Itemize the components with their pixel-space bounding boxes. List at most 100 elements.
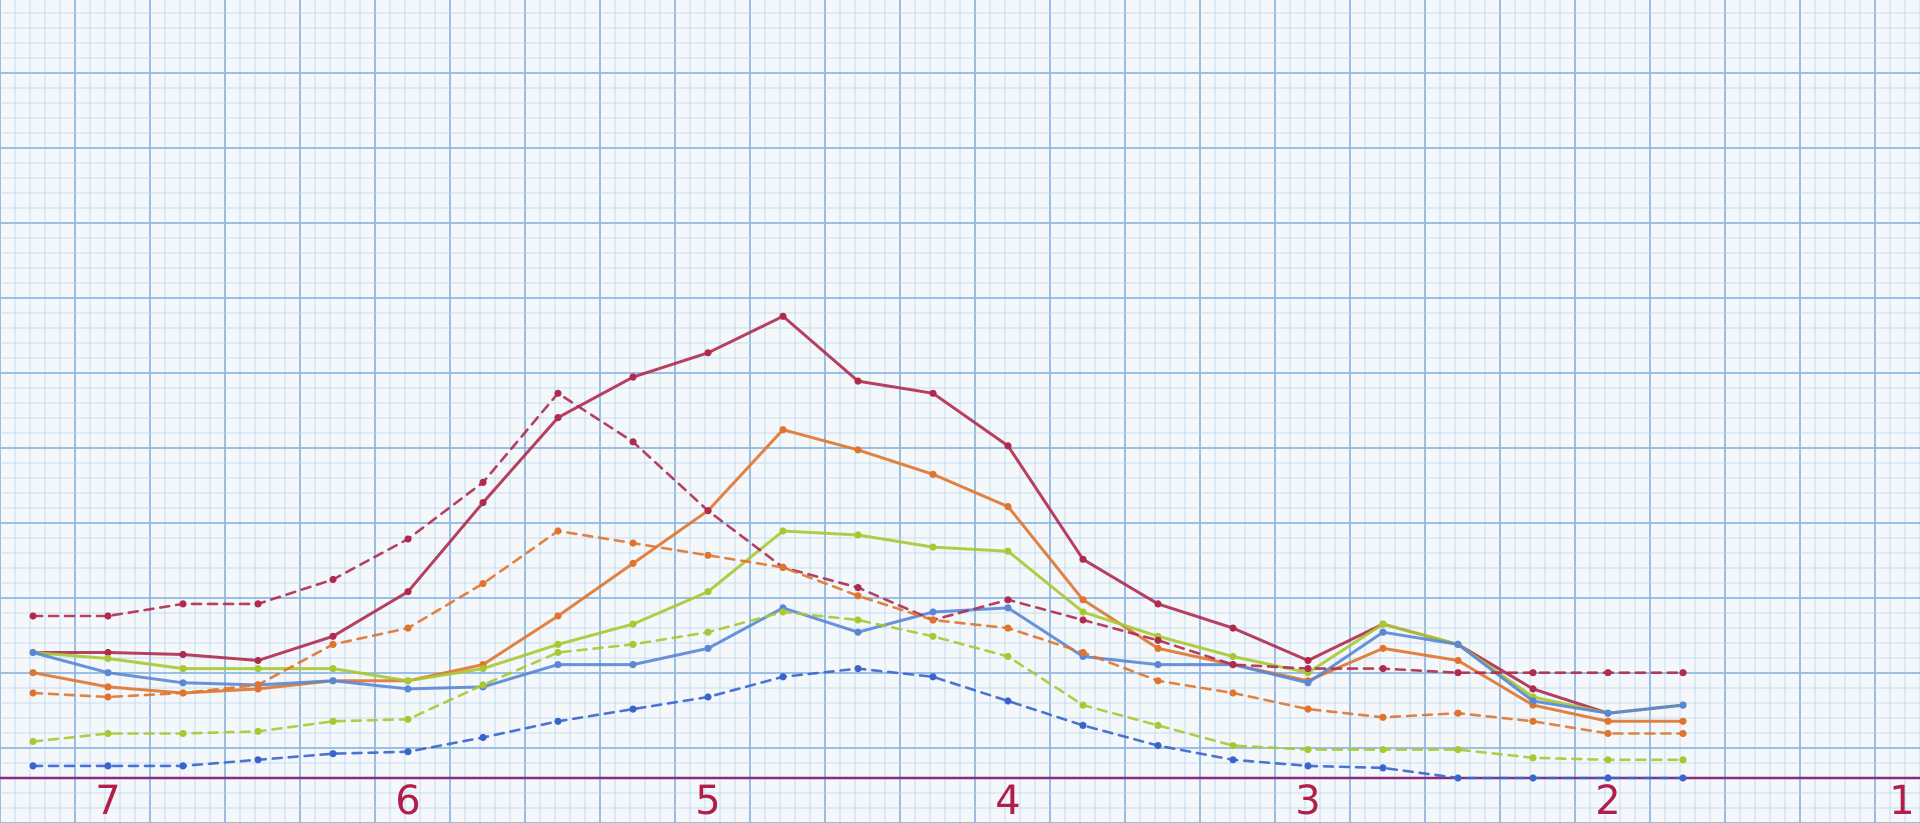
data-point xyxy=(929,673,937,681)
data-point xyxy=(479,580,487,588)
x-tick-label: 4 xyxy=(995,778,1020,823)
data-point xyxy=(479,665,487,673)
data-point xyxy=(329,717,337,725)
data-point xyxy=(1679,717,1687,725)
data-point xyxy=(329,640,337,649)
data-point xyxy=(779,608,787,616)
data-point xyxy=(1454,774,1462,782)
data-point xyxy=(179,600,187,608)
data-point xyxy=(1454,709,1462,717)
data-point xyxy=(329,665,337,673)
data-point xyxy=(179,762,187,770)
data-point xyxy=(1079,608,1087,616)
data-point xyxy=(1679,729,1687,738)
data-point xyxy=(1529,669,1537,677)
data-point xyxy=(404,715,412,723)
series-line xyxy=(31,529,1685,735)
data-point xyxy=(104,654,112,663)
data-point xyxy=(854,665,862,673)
x-tick-label: 1 xyxy=(1889,778,1914,823)
data-point xyxy=(1379,620,1387,628)
x-tick-label: 2 xyxy=(1595,778,1620,823)
data-point xyxy=(179,665,187,673)
data-point xyxy=(254,756,262,764)
data-point xyxy=(1229,689,1237,697)
data-point xyxy=(704,588,712,596)
data-point xyxy=(1454,656,1462,665)
data-point xyxy=(479,499,487,507)
x-tick-label: 5 xyxy=(695,778,720,823)
data-point xyxy=(779,563,787,572)
data-point xyxy=(404,535,412,543)
data-point xyxy=(629,438,637,446)
data-point xyxy=(29,689,37,697)
data-point xyxy=(1379,665,1387,673)
data-point xyxy=(1004,697,1012,705)
data-point xyxy=(1304,679,1312,687)
data-point xyxy=(1154,721,1162,730)
data-point xyxy=(29,612,37,620)
data-point xyxy=(29,669,37,677)
data-point xyxy=(929,389,937,397)
data-point xyxy=(554,414,562,422)
series-line xyxy=(31,610,1685,762)
data-point xyxy=(704,551,712,559)
data-point xyxy=(1004,503,1012,511)
data-point xyxy=(704,644,712,653)
data-point xyxy=(854,592,862,600)
data-point xyxy=(329,575,337,584)
data-point xyxy=(1154,742,1162,750)
data-point xyxy=(554,661,562,669)
data-point xyxy=(1304,656,1312,665)
data-point xyxy=(179,729,187,738)
data-point xyxy=(854,584,862,592)
data-point xyxy=(104,693,112,701)
data-point xyxy=(929,543,937,551)
x-tick-label: 3 xyxy=(1295,778,1320,823)
series-group xyxy=(29,312,1687,782)
data-point xyxy=(29,762,37,770)
data-point xyxy=(1229,756,1237,764)
data-point xyxy=(1604,709,1612,717)
data-point xyxy=(104,648,112,657)
data-point xyxy=(1529,685,1537,693)
data-point xyxy=(1004,547,1012,555)
data-point xyxy=(629,640,637,649)
series-6 xyxy=(29,527,1687,738)
data-point xyxy=(704,693,712,701)
data-point xyxy=(29,648,37,657)
data-point xyxy=(1379,628,1387,636)
data-point xyxy=(179,650,187,659)
data-point xyxy=(554,389,562,397)
data-point xyxy=(1229,661,1237,669)
data-point xyxy=(1154,636,1162,644)
data-point xyxy=(779,312,787,320)
data-point xyxy=(1529,717,1537,725)
data-point xyxy=(1454,746,1462,754)
data-point xyxy=(1604,774,1612,782)
data-point xyxy=(1229,624,1237,632)
data-point xyxy=(1304,762,1312,770)
data-point xyxy=(1679,774,1687,782)
data-point xyxy=(179,679,187,687)
data-point xyxy=(629,705,637,713)
data-point xyxy=(479,733,487,742)
data-point xyxy=(479,681,487,689)
x-tick-label: 7 xyxy=(95,778,120,823)
data-point xyxy=(779,426,787,434)
series-8 xyxy=(29,665,1687,782)
data-point xyxy=(1679,701,1687,709)
data-point xyxy=(104,612,112,620)
data-point xyxy=(1154,677,1162,685)
data-point xyxy=(104,669,112,677)
data-point xyxy=(404,748,412,756)
data-point xyxy=(779,673,787,681)
data-point xyxy=(554,717,562,725)
data-point xyxy=(1679,756,1687,764)
data-point xyxy=(254,656,262,665)
data-point xyxy=(1379,764,1387,772)
data-point xyxy=(704,507,712,515)
data-point xyxy=(104,762,112,770)
data-point xyxy=(929,632,937,640)
